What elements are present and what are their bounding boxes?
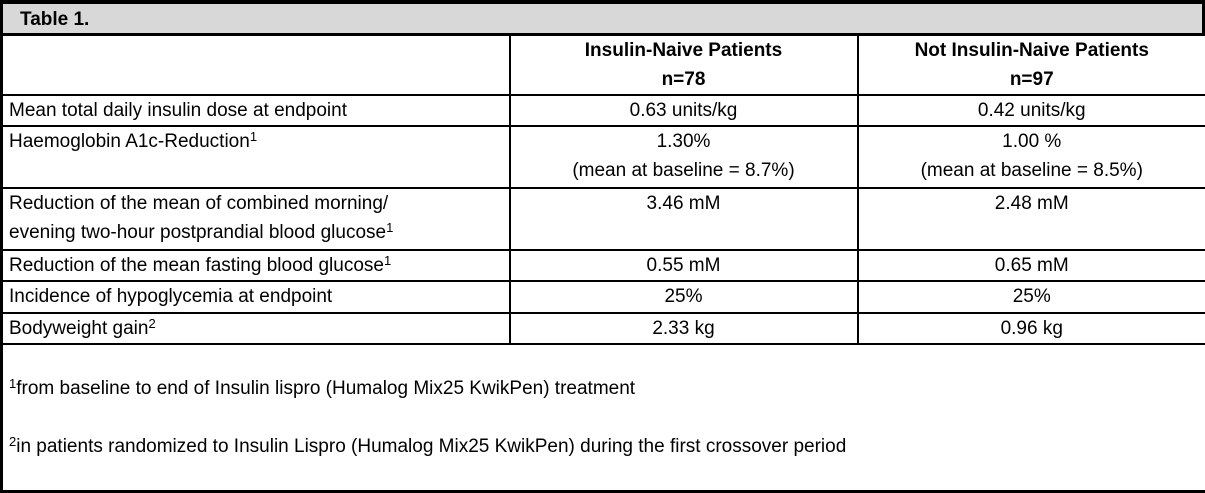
row-label-cell: Reduction of the mean of combined mornin… — [2, 188, 510, 250]
value-cell-not-insulin-naive: 2.48 mM — [858, 188, 1205, 250]
footnote-1-marker: 1 — [9, 376, 16, 391]
row-label-cell: Mean total daily insulin dose at endpoin… — [2, 95, 510, 126]
value-cell-insulin-naive: 2.33 kg — [510, 313, 858, 344]
row-label-cell: Bodyweight gain2 — [2, 313, 510, 344]
row-label: Bodyweight gain — [9, 318, 148, 339]
table-title-bar: Table 1. — [0, 0, 1205, 33]
footnote-ref: 1 — [384, 253, 391, 268]
row-label: Reduction of the mean fasting blood gluc… — [9, 255, 384, 276]
column-header-insulin-naive: Insulin-Naive Patients n=78 — [510, 35, 858, 96]
row-label-cell: Reduction of the mean fasting blood gluc… — [2, 250, 510, 281]
value-cell-insulin-naive: 25% — [510, 281, 858, 313]
value-cell-insulin-naive: 0.55 mM — [510, 250, 858, 281]
row-label: Reduction of the mean of combined mornin… — [9, 193, 388, 243]
data-table: Insulin-Naive Patients n=78 Not Insulin-… — [0, 33, 1205, 493]
column-header-empty — [2, 35, 510, 96]
row-label: Incidence of hypoglycemia at endpoint — [9, 286, 332, 307]
table-row: Reduction of the mean fasting blood gluc… — [2, 250, 1205, 281]
footnotes-row: 1from baseline to end of Insulin lispro … — [2, 344, 1205, 492]
row-label-cell: Incidence of hypoglycemia at endpoint — [2, 281, 510, 313]
table-row: Mean total daily insulin dose at endpoin… — [2, 95, 1205, 126]
footnote-2-marker: 2 — [9, 434, 16, 449]
footnotes-cell: 1from baseline to end of Insulin lispro … — [2, 344, 1205, 492]
footnote-2-text: in patients randomized to Insulin Lispro… — [16, 436, 846, 457]
value-cell-insulin-naive: 1.30% (mean at baseline = 8.7%) — [510, 126, 858, 188]
value-cell-not-insulin-naive: 0.42 units/kg — [858, 95, 1205, 126]
footnote-ref: 1 — [386, 220, 393, 235]
footnote-1: 1from baseline to end of Insulin lispro … — [9, 374, 1199, 403]
value-cell-not-insulin-naive: 1.00 % (mean at baseline = 8.5%) — [858, 126, 1205, 188]
value-cell-not-insulin-naive: 25% — [858, 281, 1205, 313]
row-label: Mean total daily insulin dose at endpoin… — [9, 100, 347, 121]
value-cell-insulin-naive: 3.46 mM — [510, 188, 858, 250]
table-row: Reduction of the mean of combined mornin… — [2, 188, 1205, 250]
footnote-2: 2in patients randomized to Insulin Lispr… — [9, 432, 1199, 461]
header-row: Insulin-Naive Patients n=78 Not Insulin-… — [2, 35, 1205, 96]
table-row: Bodyweight gain2 2.33 kg 0.96 kg — [2, 313, 1205, 344]
table-row: Incidence of hypoglycemia at endpoint 25… — [2, 281, 1205, 313]
table-title: Table 1. — [20, 9, 89, 30]
value-cell-insulin-naive: 0.63 units/kg — [510, 95, 858, 126]
column-header-not-insulin-naive: Not Insulin-Naive Patients n=97 — [858, 35, 1205, 96]
row-label: Haemoglobin A1c-Reduction — [9, 131, 250, 152]
row-label-cell: Haemoglobin A1c-Reduction1 — [2, 126, 510, 188]
value-cell-not-insulin-naive: 0.65 mM — [858, 250, 1205, 281]
value-cell-not-insulin-naive: 0.96 kg — [858, 313, 1205, 344]
footnote-ref: 1 — [250, 129, 257, 144]
footnote-ref: 2 — [148, 316, 155, 331]
table-row: Haemoglobin A1c-Reduction1 1.30% (mean a… — [2, 126, 1205, 188]
table-1-document: Table 1. Insulin-Naive Patients n=78 Not… — [0, 0, 1205, 407]
footnote-1-text: from baseline to end of Insulin lispro (… — [16, 378, 635, 399]
